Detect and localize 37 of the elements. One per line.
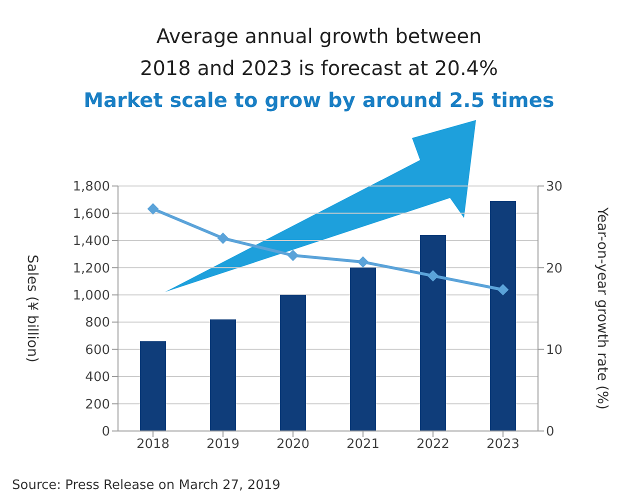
x-tick-label: 2022 [416, 437, 450, 452]
point [498, 284, 508, 296]
y2-tick-label: 10 [546, 342, 563, 358]
bar [210, 319, 236, 431]
point [428, 270, 438, 282]
y-tick-label: 1,600 [72, 206, 110, 222]
bar [420, 235, 446, 431]
bar [280, 294, 306, 431]
y2-tick-label: 0 [546, 424, 554, 440]
source-note: Source: Press Release on March 27, 2019 [12, 478, 280, 493]
point [288, 250, 298, 261]
y-tick-label: 400 [85, 370, 110, 386]
y2-tick-label: 30 [546, 180, 563, 195]
x-tick-label: 2019 [206, 437, 240, 452]
x-tick-label: 2023 [486, 437, 520, 452]
y-tick-label: 600 [85, 342, 110, 358]
y-tick-label: 200 [85, 397, 110, 412]
y-tick-label: 1,800 [72, 180, 110, 195]
x-tick-label: 2018 [136, 437, 170, 452]
chart-subtitle: Market scale to grow by around 2.5 times [82, 87, 556, 114]
bar [140, 341, 166, 431]
y-tick-label: 1,000 [72, 288, 110, 304]
y2-tick-label: 20 [546, 261, 563, 276]
y2-axis-title: Year-on-year growth rate (%) [594, 206, 610, 410]
bar [490, 200, 516, 431]
y-tick-label: 800 [85, 316, 110, 331]
y-tick-label: 1,200 [72, 261, 110, 276]
y-tick-label: 0 [102, 424, 110, 440]
point [218, 232, 228, 244]
x-tick-label: 2020 [276, 437, 310, 452]
bar [350, 268, 376, 431]
point [148, 203, 158, 214]
x-tick-label: 2021 [346, 437, 380, 452]
y-axis-title: Sales (¥ billion) [24, 254, 40, 362]
chart-title: Average annual growth between 2018 and 2023 is forecast at 20.4% [138, 23, 500, 82]
point [358, 256, 368, 268]
y-tick-label: 1,400 [72, 234, 110, 250]
